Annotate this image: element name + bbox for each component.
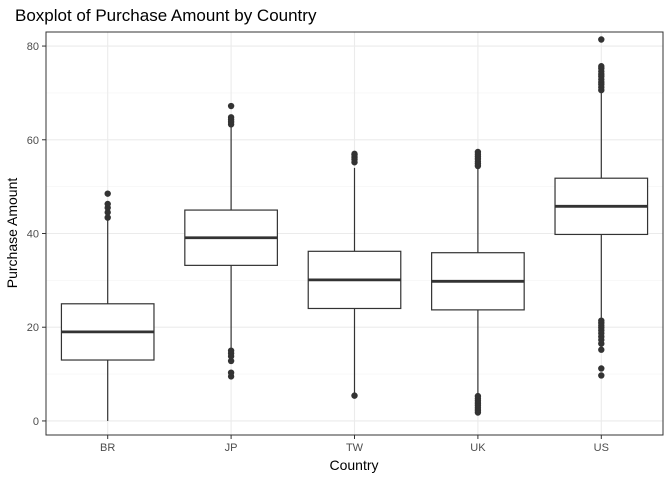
box-jp (184, 102, 278, 380)
outlier-point (598, 317, 605, 324)
chart-title: Boxplot of Purchase Amount by Country (15, 6, 317, 25)
outlier-point (104, 209, 111, 216)
outlier-point (598, 365, 605, 372)
box-tw (307, 150, 402, 399)
box-br (60, 190, 155, 421)
x-tick-label: UK (470, 442, 486, 454)
y-tick-label: 40 (27, 229, 39, 241)
outlier-point (598, 372, 605, 379)
outlier-point (598, 346, 605, 353)
outlier-point (227, 114, 235, 121)
x-tick-label: BR (100, 442, 115, 454)
y-tick-label: 20 (27, 322, 39, 334)
outlier-point (598, 63, 605, 70)
x-tick-label: US (594, 442, 609, 454)
outlier-point (227, 102, 235, 110)
x-tick-label: JP (225, 442, 238, 454)
x-tick-label: TW (346, 442, 364, 454)
y-tick-label: 80 (27, 41, 39, 53)
outlier-point (104, 200, 111, 208)
x-axis-title: Country (329, 457, 378, 473)
outlier-point (474, 392, 482, 400)
outlier-point (227, 347, 235, 354)
outlier-point (227, 357, 235, 365)
y-axis-title: Purchase Amount (4, 178, 20, 289)
y-tick-label: 0 (33, 416, 39, 428)
outlier-point (104, 190, 111, 197)
box-us (554, 36, 649, 379)
outlier-point (104, 214, 111, 221)
outlier-point (227, 369, 235, 376)
outlier-point (351, 150, 358, 158)
outlier-point (474, 148, 482, 156)
boxes (60, 36, 649, 421)
y-tick-label: 60 (27, 135, 39, 147)
box-uk (431, 148, 525, 416)
outlier-point (351, 392, 358, 399)
outlier-point (598, 36, 605, 43)
axes: 0 20 40 60 80 BR JP TW UK US (27, 41, 609, 454)
